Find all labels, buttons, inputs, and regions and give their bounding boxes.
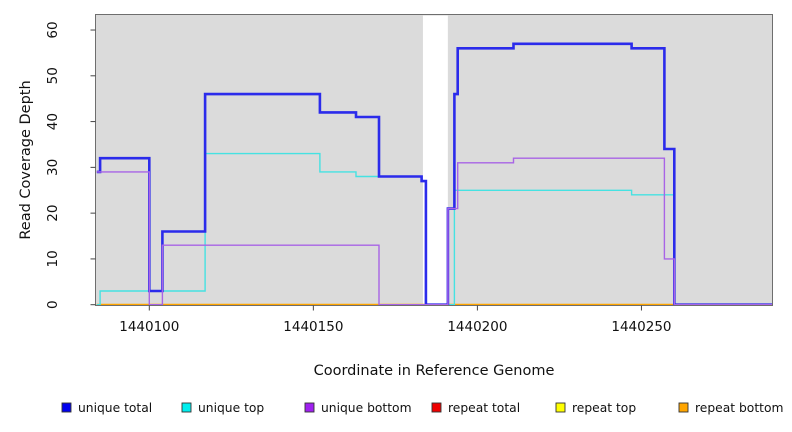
plot-border <box>95 14 773 306</box>
legend: unique total unique top unique bottom repea… <box>61 401 783 415</box>
x-tick-label: 1440200 <box>447 319 507 335</box>
y-tick-label: 40 <box>45 113 61 130</box>
legend-label: repeat total <box>448 401 520 415</box>
series-lines <box>96 42 773 306</box>
legend-item-unique-bottom: unique bottom <box>304 401 412 415</box>
y-axis-ticks: 0 10 20 30 40 50 60 <box>45 21 96 309</box>
legend-swatch-repeat-bottom <box>678 402 689 413</box>
legend-label: repeat bottom <box>695 401 783 415</box>
legend-item-repeat-total: repeat total <box>431 401 520 415</box>
legend-label: unique total <box>78 401 152 415</box>
y-tick-label: 10 <box>45 250 61 267</box>
y-tick-label: 30 <box>45 159 61 176</box>
x-axis-ticks: 1440100 1440150 1440200 1440250 <box>119 305 672 335</box>
legend-item-unique-top: unique top <box>181 401 264 415</box>
legend-swatch-repeat-total <box>431 402 442 413</box>
legend-item-repeat-top: repeat top <box>555 401 636 415</box>
legend-label: repeat top <box>572 401 636 415</box>
legend-swatch-unique-top <box>181 402 192 413</box>
legend-label: unique bottom <box>321 401 412 415</box>
x-axis-label: Coordinate in Reference Genome <box>314 363 555 379</box>
legend-swatch-unique-total <box>61 402 72 413</box>
series-line-unique-bottom <box>96 157 773 306</box>
y-tick-label: 50 <box>45 67 61 84</box>
x-tick-label: 1440250 <box>611 319 671 335</box>
legend-swatch-unique-bottom <box>304 402 315 413</box>
x-tick-label: 1440150 <box>283 319 343 335</box>
y-tick-label: 20 <box>45 205 61 222</box>
legend-item-unique-total: unique total <box>61 401 152 415</box>
y-axis-label: Read Coverage Depth <box>18 80 34 239</box>
legend-label: unique top <box>198 401 264 415</box>
x-tick-label: 1440100 <box>119 319 179 335</box>
y-tick-label: 0 <box>45 300 61 309</box>
legend-item-repeat-bottom: repeat bottom <box>678 401 783 415</box>
y-tick-label: 60 <box>45 21 61 38</box>
legend-swatch-repeat-top <box>555 402 566 413</box>
